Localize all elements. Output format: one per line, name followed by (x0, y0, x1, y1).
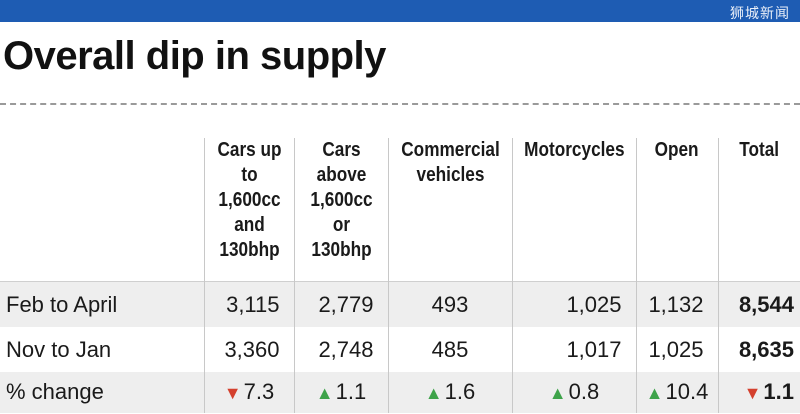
cell-cars-small: 3,360 (203, 326, 294, 372)
header-cell-cars-large: Cars above 1,600cc or 130bhp (293, 138, 388, 281)
change-cars-large: ▲1.1 (293, 371, 388, 413)
change-row: % change ▼7.3 ▲1.1 ▲1.6 ▲0.8 ▲10.4 ▼1.1 (0, 371, 800, 413)
cell-cars-small: 3,115 (203, 280, 294, 327)
header-row: Cars up to 1,600cc and 130bhp Cars above… (0, 138, 800, 281)
header-cell-open: Open (635, 138, 718, 281)
change-open: ▲10.4 (635, 371, 718, 413)
up-arrow-icon: ▲ (548, 382, 567, 403)
row-label: Feb to April (0, 280, 204, 327)
up-arrow-icon: ▲ (315, 382, 334, 403)
change-motorcycles: ▲0.8 (511, 371, 636, 413)
change-cars-small: ▼7.3 (203, 371, 294, 413)
table-row: Feb to April 3,115 2,779 493 1,025 1,132… (0, 280, 800, 327)
header-cell-cars-small: Cars up to 1,600cc and 130bhp (203, 138, 294, 281)
header-cell-total: Total (717, 138, 800, 281)
cell-open: 1,132 (635, 280, 718, 327)
down-arrow-icon: ▼ (223, 382, 242, 403)
cell-open: 1,025 (635, 326, 718, 372)
header-cell-commercial: Commercial vehicles (387, 138, 512, 281)
down-arrow-icon: ▼ (743, 382, 762, 403)
header-cell-motorcycles: Motorcycles (511, 138, 636, 281)
row-label: Nov to Jan (0, 326, 204, 372)
change-commercial: ▲1.6 (387, 371, 512, 413)
header-cell-label (0, 138, 204, 281)
table-row: Nov to Jan 3,360 2,748 485 1,017 1,025 8… (0, 326, 800, 372)
cell-cars-large: 2,779 (293, 280, 388, 327)
cell-commercial: 485 (387, 326, 512, 372)
cell-motorcycles: 1,017 (511, 326, 636, 372)
cell-total: 8,635 (717, 326, 800, 372)
top-accent-bar: 狮城新闻 (0, 0, 800, 22)
supply-table: Cars up to 1,600cc and 130bhp Cars above… (0, 138, 800, 413)
up-arrow-icon: ▲ (424, 382, 443, 403)
up-arrow-icon: ▲ (645, 382, 664, 403)
change-total: ▼1.1 (717, 371, 800, 413)
row-label: % change (0, 371, 204, 413)
cell-motorcycles: 1,025 (511, 280, 636, 327)
dashed-divider (0, 103, 800, 105)
page-title: Overall dip in supply (3, 34, 386, 78)
cell-cars-large: 2,748 (293, 326, 388, 372)
watermark-text: 狮城新闻 (730, 6, 790, 22)
cell-commercial: 493 (387, 280, 512, 327)
cell-total: 8,544 (717, 280, 800, 327)
